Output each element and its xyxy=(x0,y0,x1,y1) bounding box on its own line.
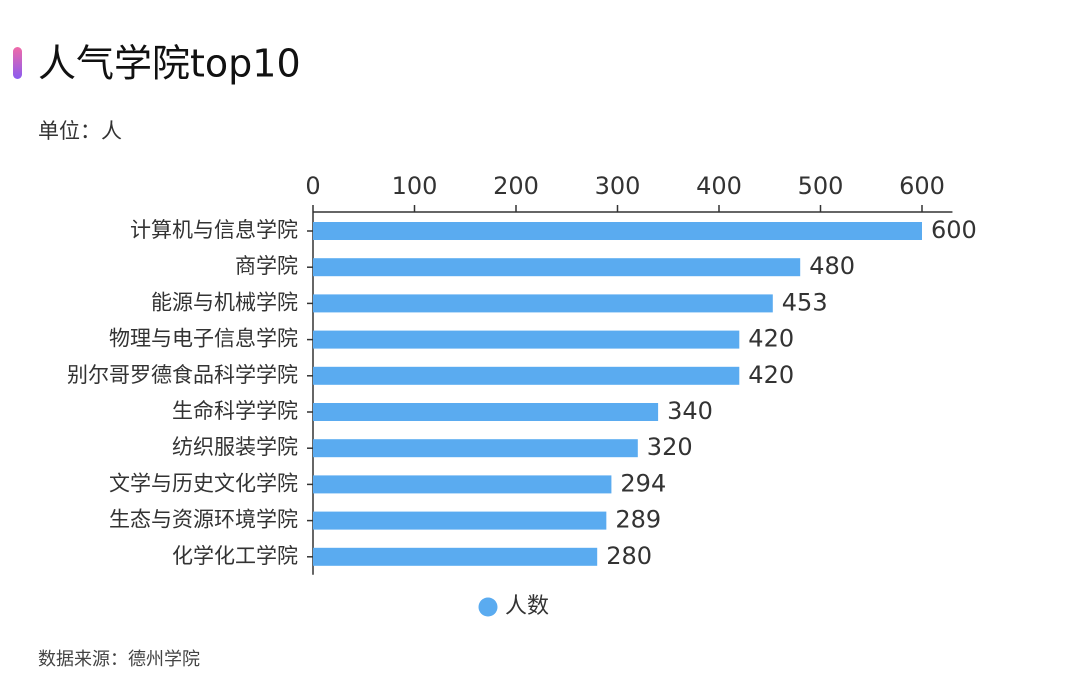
value-label: 289 xyxy=(615,506,661,534)
source-note: 数据来源：德州学院 xyxy=(38,649,200,670)
bar xyxy=(313,330,740,349)
unit-label: 单位：人 xyxy=(38,119,122,143)
bar xyxy=(313,475,612,494)
bar xyxy=(313,258,801,277)
value-label: 420 xyxy=(748,361,794,389)
y-tick-label: 商学院 xyxy=(235,254,298,278)
y-tick-label: 别尔哥罗德食品科学学院 xyxy=(67,363,298,387)
bar xyxy=(313,439,638,458)
value-label: 420 xyxy=(748,325,794,353)
y-tick-label: 生态与资源环境学院 xyxy=(109,508,298,532)
value-label: 320 xyxy=(647,433,693,461)
y-tick-label: 能源与机械学院 xyxy=(151,290,298,314)
x-tick-label: 600 xyxy=(899,172,945,200)
bar xyxy=(313,366,740,385)
x-tick-label: 500 xyxy=(798,172,844,200)
x-tick-label: 200 xyxy=(493,172,539,200)
value-label: 280 xyxy=(606,542,652,570)
y-tick-label: 纺织服装学院 xyxy=(172,435,298,459)
y-tick-label: 化学化工学院 xyxy=(172,544,298,568)
bar xyxy=(313,294,773,313)
bar xyxy=(313,547,598,566)
y-tick-label: 文学与历史文化学院 xyxy=(109,471,298,495)
value-label: 600 xyxy=(931,216,977,244)
bar xyxy=(313,511,607,530)
x-tick-label: 100 xyxy=(392,172,438,200)
x-tick-label: 300 xyxy=(595,172,641,200)
x-tick-label: 400 xyxy=(696,172,742,200)
value-label: 294 xyxy=(620,469,666,497)
legend-label: 人数 xyxy=(505,594,549,619)
x-tick-label: 0 xyxy=(305,172,320,200)
y-tick-label: 计算机与信息学院 xyxy=(130,218,298,242)
bar xyxy=(313,403,659,421)
title-accent xyxy=(13,47,22,79)
y-tick-label: 物理与电子信息学院 xyxy=(109,327,298,351)
legend-marker xyxy=(478,597,498,617)
bar xyxy=(313,222,922,240)
y-tick-label: 生命科学学院 xyxy=(172,399,298,423)
value-label: 340 xyxy=(667,397,713,425)
chart-title: 人气学院top10 xyxy=(38,42,301,86)
value-label: 453 xyxy=(782,288,828,316)
value-label: 480 xyxy=(809,252,855,280)
